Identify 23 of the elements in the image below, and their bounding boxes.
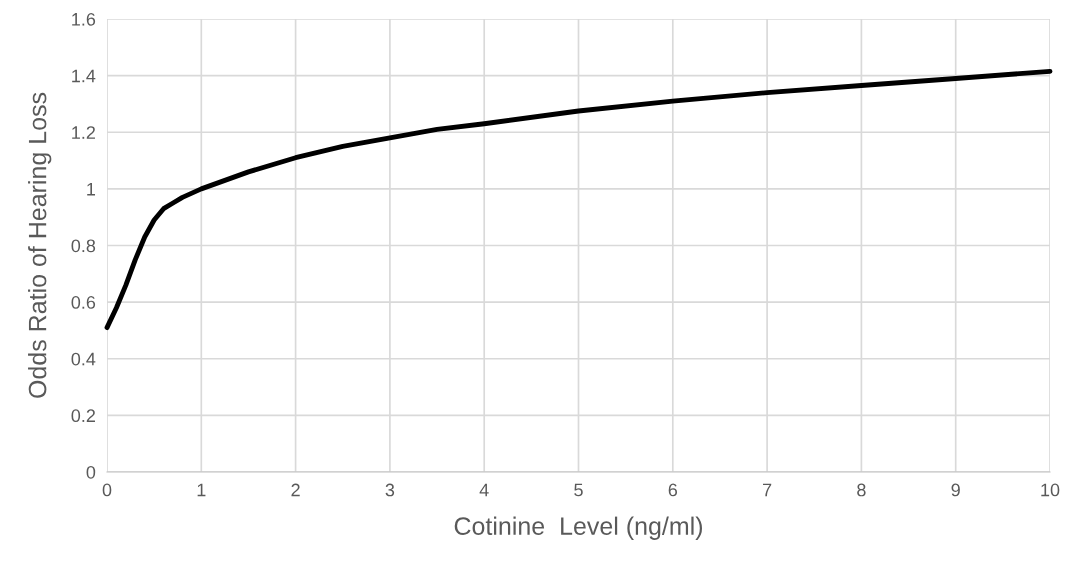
y-tick-label: 0.4	[71, 352, 96, 366]
x-tick-label: 0	[102, 483, 112, 497]
x-tick-label: 10	[1041, 483, 1060, 497]
x-tick-label: 8	[857, 483, 866, 497]
y-tick-label: 0.8	[71, 239, 96, 253]
x-tick-label: 4	[479, 483, 489, 497]
x-tick-label: 3	[385, 483, 395, 497]
y-tick-label: 1.6	[72, 12, 96, 26]
x-tick-label: 9	[951, 483, 960, 497]
y-tick-label: 0.2	[71, 409, 95, 423]
x-tick-label: 5	[574, 483, 583, 497]
x-tick-label: 6	[668, 483, 678, 497]
y-tick-label: 0	[86, 465, 96, 479]
y-tick-label: 0.6	[71, 296, 96, 309]
x-tick-label: 1	[197, 483, 206, 497]
y-tick-label: 1.2	[72, 126, 95, 139]
y-tick-label: 1	[87, 183, 96, 196]
y-axis-title: Odds Ratio of Hearing Loss	[28, 92, 52, 398]
line-series	[104, 68, 1053, 331]
y-tick-label: 1.4	[72, 69, 96, 83]
x-tick-label: 2	[291, 483, 300, 497]
x-tick-label: 7	[763, 483, 772, 497]
x-axis-title: Cotinine Level (ng/ml)	[454, 516, 703, 540]
